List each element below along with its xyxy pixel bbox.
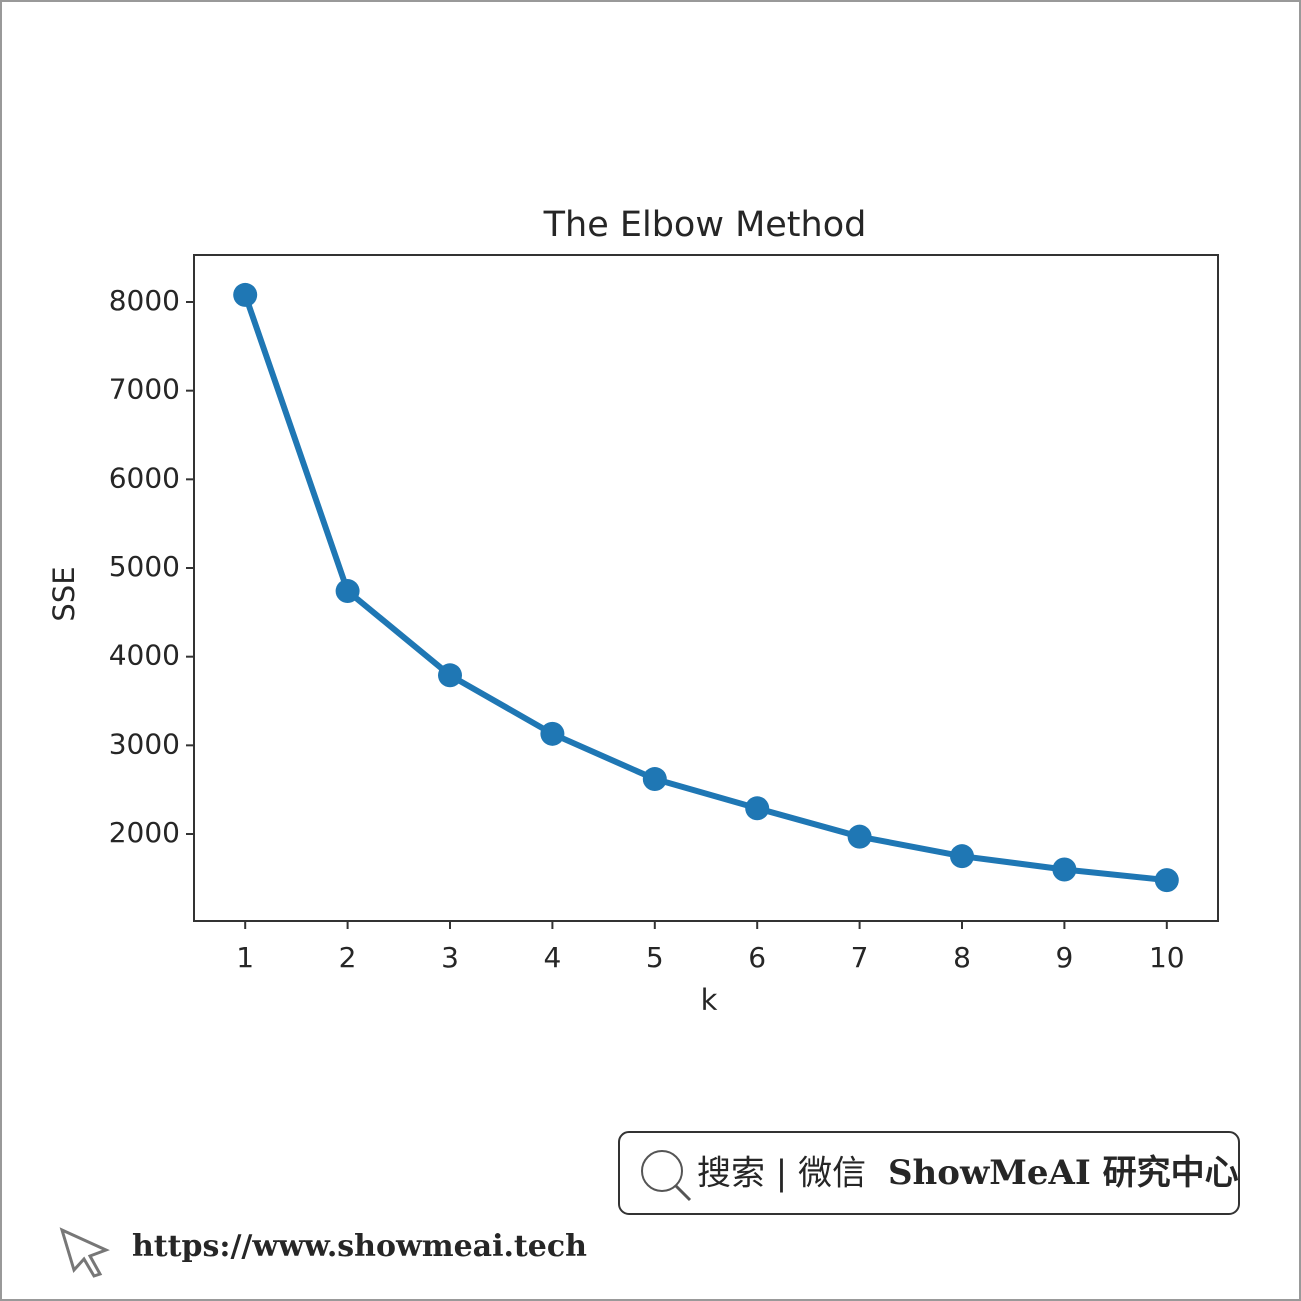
watermark-url: https://www.showmeai.tech <box>132 1229 587 1264</box>
x-tick-label: 5 <box>646 941 664 974</box>
y-tick-label: 2000 <box>109 816 180 849</box>
x-tick-label: 6 <box>748 941 766 974</box>
series-line <box>242 293 1168 884</box>
data-point <box>745 796 770 821</box>
watermark-search: 搜索 | 微信 <box>697 1154 866 1194</box>
watermark-box <box>618 1131 1240 1215</box>
search-icon-handle <box>674 1184 692 1202</box>
x-tick-label: 10 <box>1149 941 1185 974</box>
y-tick-label: 8000 <box>109 284 180 317</box>
x-axis-label: k <box>701 983 718 1017</box>
x-tick-label: 4 <box>543 941 561 974</box>
data-point <box>847 824 872 849</box>
data-point <box>438 663 462 688</box>
y-axis-label: SSE <box>47 566 81 621</box>
data-point <box>540 721 565 746</box>
data-point <box>1052 857 1077 882</box>
x-tick-label: 7 <box>851 941 869 974</box>
y-tick-label: 7000 <box>109 373 180 406</box>
watermark-brand: ShowMeAI 研究中心 <box>888 1153 1239 1193</box>
y-tick-label: 5000 <box>109 550 180 583</box>
x-tick-label: 2 <box>339 941 357 974</box>
data-point <box>233 282 258 307</box>
data-point <box>1154 868 1179 893</box>
y-tick-label: 3000 <box>109 727 180 760</box>
search-icon <box>641 1150 683 1192</box>
data-point <box>335 579 360 604</box>
x-tick-label: 3 <box>441 941 459 974</box>
x-tick-label: 8 <box>953 941 971 974</box>
y-tick-label: 4000 <box>109 639 180 672</box>
data-point <box>642 767 667 792</box>
x-tick-label: 9 <box>1055 941 1073 974</box>
plot-frame <box>193 254 1219 922</box>
cursor-icon <box>59 1227 110 1278</box>
y-tick-label: 6000 <box>109 461 180 494</box>
x-tick-label: 1 <box>236 941 254 974</box>
chart-title: The Elbow Method <box>543 205 867 245</box>
data-point <box>950 844 974 869</box>
